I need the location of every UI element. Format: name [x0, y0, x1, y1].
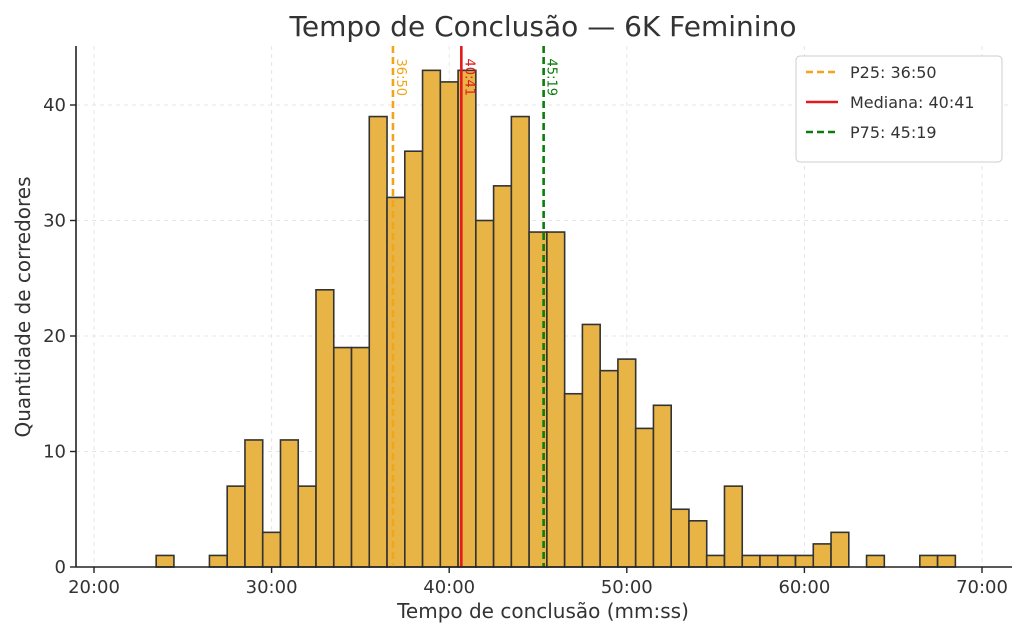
histogram-bar [332, 346, 353, 568]
histogram-bar [634, 427, 655, 568]
axes [75, 46, 1012, 568]
x-tick-label: 70:00 [956, 577, 1008, 598]
histogram-bar [794, 554, 815, 568]
y-tick-label: 0 [55, 557, 66, 578]
histogram-bar [936, 554, 957, 568]
histogram-bar [723, 485, 744, 568]
histogram-bar [759, 554, 779, 568]
histogram-bar [208, 554, 229, 568]
legend: P25: 36:50 Mediana: 40:41 P75: 45:19 [795, 55, 1003, 163]
x-tick-label: 40:00 [423, 577, 475, 598]
histogram-bar [741, 554, 761, 568]
histogram-bar [261, 531, 282, 568]
reference-lines: 36:50 40:41 45:19 [391, 46, 559, 567]
histogram-bar [812, 543, 832, 568]
histogram-bar [244, 439, 264, 568]
histogram-bar [599, 369, 619, 568]
reference-line-label: 36:50 [393, 59, 408, 96]
y-axis-label: Quantidade de corredores [11, 176, 35, 437]
histogram-bar [688, 519, 708, 568]
x-tick-label: 50:00 [601, 577, 653, 598]
histogram-bar [581, 323, 601, 568]
histogram-bar [492, 185, 513, 568]
histogram-bar [421, 69, 442, 568]
histogram-bar [297, 485, 317, 568]
tick-labels: 20:00 30:00 40:00 50:00 60:00 70:00 0 10 20 30 40 [43, 95, 1008, 598]
histogram-bar [155, 554, 175, 568]
histogram-bar [279, 439, 300, 568]
y-tick-label: 40 [43, 95, 66, 116]
histogram-bar [865, 554, 886, 568]
histogram-bar [670, 508, 690, 568]
x-tick-label: 30:00 [246, 577, 298, 598]
histogram-bar [315, 288, 335, 568]
x-tick-label: 20:00 [68, 577, 120, 598]
histogram-bar [403, 150, 424, 568]
y-tick-label: 30 [43, 211, 66, 232]
legend-entry: P25: 36:50 [850, 63, 937, 82]
histogram-bar [439, 81, 459, 568]
histogram-bar [776, 554, 797, 568]
histogram-bar [830, 531, 850, 568]
histogram-bar [368, 115, 388, 568]
y-tick-label: 10 [43, 442, 66, 463]
histogram-bar [705, 554, 726, 568]
histogram-bar [546, 231, 566, 568]
y-tick-label: 20 [43, 326, 66, 347]
histogram-bar [617, 358, 637, 568]
histogram-bar [386, 196, 406, 568]
x-axis-label: Tempo de conclusão (mm:ss) [396, 599, 689, 623]
histogram-bar [919, 554, 939, 568]
legend-box [795, 55, 1003, 163]
chart-title: Tempo de Conclusão — 6K Feminino [289, 10, 797, 43]
histogram-bar [226, 485, 246, 568]
histogram-bar [563, 392, 584, 568]
legend-entry: P75: 45:19 [850, 123, 937, 142]
histogram-bar [475, 219, 495, 568]
reference-line-label: 45:19 [544, 59, 559, 96]
histogram-bar [652, 404, 673, 568]
x-tick-label: 60:00 [778, 577, 830, 598]
histogram-bar [510, 115, 530, 568]
legend-entry: Mediana: 40:41 [850, 93, 975, 112]
reference-line-label: 40:41 [461, 59, 476, 96]
histogram-bar [350, 346, 371, 568]
